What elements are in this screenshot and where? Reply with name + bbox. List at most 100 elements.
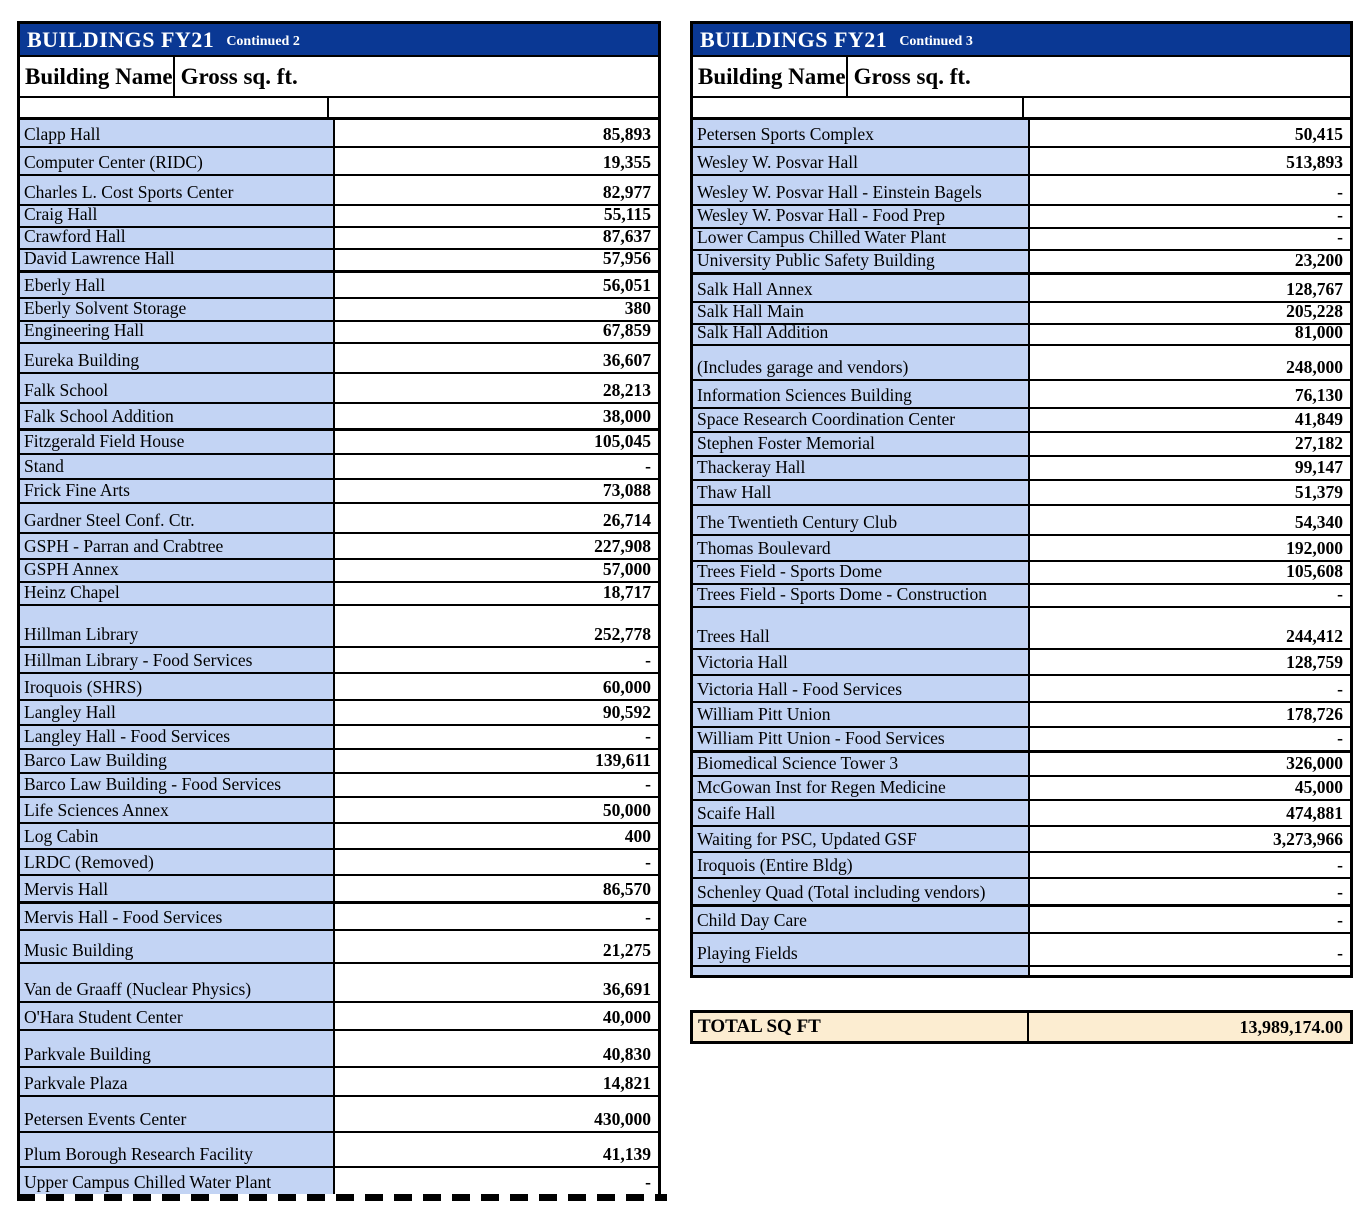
- table-row: Log Cabin 400: [20, 822, 658, 848]
- table-row: Frick Fine Arts 73,088: [20, 478, 658, 502]
- gross-sqft-cell: 105,045: [335, 431, 658, 453]
- table-title-bar: BUILDINGS FY21 Continued 2: [20, 24, 658, 57]
- building-name-cell: Plum Borough Research Facility: [20, 1133, 335, 1166]
- table-row: Mervis Hall 86,570: [20, 874, 658, 901]
- gross-sqft-cell: 38,000: [335, 404, 658, 428]
- table-row: The Twentieth Century Club 54,340: [693, 504, 1350, 534]
- table-title: BUILDINGS FY21: [700, 26, 888, 52]
- gross-sqft-cell: [1030, 967, 1350, 975]
- gross-sqft-cell: 73,088: [335, 480, 658, 502]
- building-name-cell: Petersen Sports Complex: [693, 120, 1030, 146]
- table-row: Space Research Coordination Center 41,849: [693, 407, 1350, 431]
- table-row: Falk School Addition 38,000: [20, 402, 658, 428]
- sheet-left: BUILDINGS FY21 Continued 2 Building Name…: [17, 21, 661, 1194]
- table-row: Stand -: [20, 453, 658, 478]
- table-row: William Pitt Union 178,726: [693, 701, 1350, 726]
- building-name-cell: Craig Hall: [20, 206, 335, 226]
- gross-sqft-cell: 28,213: [335, 374, 658, 402]
- table-row: Iroquois (SHRS) 60,000: [20, 672, 658, 699]
- table-row: Salk Hall Addition 81,000: [693, 323, 1350, 344]
- table-row: University Public Safety Building 23,200: [693, 249, 1350, 272]
- table-row: Trees Field - Sports Dome - Construction…: [693, 583, 1350, 606]
- table-row: McGowan Inst for Regen Medicine 45,000: [693, 775, 1350, 799]
- gross-sqft-cell: 26,714: [335, 504, 658, 532]
- gross-sqft-cell: 51,379: [1030, 481, 1350, 504]
- gross-sqft-cell: 430,000: [335, 1097, 658, 1131]
- table-row: LRDC (Removed) -: [20, 848, 658, 874]
- building-name-cell: Eberly Hall: [20, 273, 335, 297]
- gross-sqft-cell: 244,412: [1030, 608, 1350, 648]
- building-name-cell: The Twentieth Century Club: [693, 506, 1030, 534]
- building-name-cell: Iroquois (SHRS): [20, 674, 335, 699]
- building-name-cell: Wesley W. Posvar Hall: [693, 148, 1030, 174]
- gross-sqft-cell: -: [335, 455, 658, 478]
- table-row: Wesley W. Posvar Hall 513,893: [693, 146, 1350, 174]
- gross-sqft-cell: -: [1030, 934, 1350, 965]
- total-row: TOTAL SQ FT 13,989,174.00: [690, 1010, 1353, 1044]
- gross-sqft-cell: -: [335, 648, 658, 672]
- table-row: Child Day Care -: [693, 904, 1350, 932]
- gross-sqft-cell: -: [335, 904, 658, 929]
- table-row: Parkvale Plaza 14,821: [20, 1066, 658, 1095]
- gross-sqft-cell: 513,893: [1030, 148, 1350, 174]
- gross-sqft-cell: 128,767: [1030, 275, 1350, 301]
- table-row: Hillman Library 252,778: [20, 604, 658, 646]
- table-subtitle: Continued 3: [899, 33, 973, 49]
- gross-sqft-cell: 86,570: [335, 876, 658, 901]
- gross-sqft-cell: 50,000: [335, 798, 658, 822]
- building-name-cell: Barco Law Building: [20, 750, 335, 772]
- gross-sqft-cell: 205,228: [1030, 303, 1350, 323]
- spacer-name-cell: [20, 98, 329, 117]
- table-row: Hillman Library - Food Services -: [20, 646, 658, 672]
- gross-sqft-cell: -: [1030, 206, 1350, 227]
- table-row: Langley Hall 90,592: [20, 699, 658, 724]
- table-row: Langley Hall - Food Services -: [20, 724, 658, 748]
- building-name-cell: Parkvale Building: [20, 1031, 335, 1066]
- building-name-cell: Wesley W. Posvar Hall - Einstein Bagels: [693, 176, 1030, 204]
- table-row: Plum Borough Research Facility 41,139: [20, 1131, 658, 1166]
- column-header-row: Building Name Gross sq. ft.: [20, 57, 658, 98]
- building-name-cell: Engineering Hall: [20, 322, 335, 342]
- table-row: Iroquois (Entire Bldg) -: [693, 851, 1350, 877]
- gross-sqft-cell: 227,908: [335, 534, 658, 558]
- gross-sqft-cell: 192,000: [1030, 536, 1350, 560]
- gross-sqft-cell: 57,956: [335, 250, 658, 270]
- building-name-cell: Thaw Hall: [693, 481, 1030, 504]
- table-body: Petersen Sports Complex 50,415 Wesley W. P…: [693, 117, 1350, 975]
- table-buildings-continued-2: BUILDINGS FY21 Continued 2 Building Name…: [17, 21, 667, 1201]
- table-row: Thomas Boulevard 192,000: [693, 534, 1350, 560]
- table-title: BUILDINGS FY21: [27, 26, 215, 52]
- building-name-cell: LRDC (Removed): [20, 850, 335, 874]
- table-row: Clapp Hall 85,893: [20, 117, 658, 146]
- gross-sqft-cell: 14,821: [335, 1068, 658, 1095]
- table-row: Petersen Sports Complex 50,415: [693, 117, 1350, 146]
- table-row: William Pitt Union - Food Services -: [693, 726, 1350, 750]
- table-row: Crawford Hall 87,637: [20, 226, 658, 248]
- building-name-cell: Victoria Hall - Food Services: [693, 676, 1030, 701]
- gross-sqft-cell: 90,592: [335, 701, 658, 724]
- table-row: Barco Law Building - Food Services -: [20, 772, 658, 796]
- gross-sqft-cell: 57,000: [335, 560, 658, 581]
- gross-sqft-cell: 81,000: [1030, 325, 1350, 344]
- gross-sqft-cell: 41,849: [1030, 409, 1350, 431]
- table-row: Thaw Hall 51,379: [693, 479, 1350, 504]
- table-row: Victoria Hall 128,759: [693, 648, 1350, 674]
- gross-sqft-cell: 76,130: [1030, 381, 1350, 407]
- gross-sqft-cell: 82,977: [335, 176, 658, 204]
- building-name-cell: Parkvale Plaza: [20, 1068, 335, 1095]
- gross-sqft-cell: 40,830: [335, 1031, 658, 1066]
- table-row: GSPH - Parran and Crabtree 227,908: [20, 532, 658, 558]
- building-name-cell: Playing Fields: [693, 934, 1030, 965]
- whitespace-gap: [690, 978, 1353, 1010]
- table-row: Trees Field - Sports Dome 105,608: [693, 560, 1350, 583]
- building-name-cell: Life Sciences Annex: [20, 798, 335, 822]
- gross-sqft-cell: 380: [335, 299, 658, 320]
- building-name-cell: Information Sciences Building: [693, 381, 1030, 407]
- building-name-cell: Upper Campus Chilled Water Plant: [20, 1168, 335, 1194]
- table-buildings-continued-3: BUILDINGS FY21 Continued 3 Building Name…: [690, 21, 1353, 1044]
- gross-sqft-cell: 18,717: [335, 583, 658, 604]
- building-name-cell: (Includes garage and vendors): [693, 346, 1030, 379]
- building-name-cell: Hillman Library - Food Services: [20, 648, 335, 672]
- building-name-cell: Langley Hall - Food Services: [20, 726, 335, 748]
